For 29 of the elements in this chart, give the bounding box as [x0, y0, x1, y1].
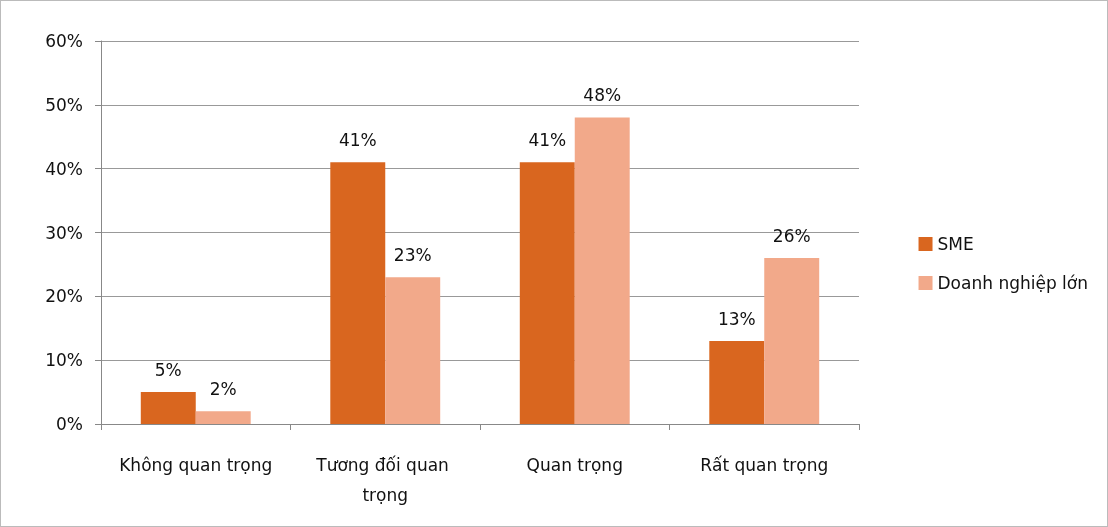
x-tick-label: Tương đối quan trọng	[315, 455, 455, 505]
y-tick-label: 40%	[45, 158, 83, 179]
bar	[574, 117, 630, 424]
bar	[709, 341, 765, 424]
legend-label: Doanh nghiệp lớn	[937, 273, 1089, 293]
bar	[140, 392, 196, 424]
y-tick-label: 60%	[45, 31, 83, 51]
data-label: 13%	[717, 308, 756, 329]
y-tick-label: 10%	[45, 350, 83, 371]
data-label: 2%	[209, 378, 237, 399]
bar	[519, 162, 575, 424]
data-label: 48%	[583, 85, 622, 106]
y-tick-label: 0%	[56, 414, 83, 434]
data-label: 26%	[772, 225, 811, 246]
data-label: 41%	[528, 129, 567, 150]
y-tick-label: 20%	[45, 286, 83, 307]
x-tick-label: Quan trọng	[526, 455, 623, 475]
bar	[195, 411, 251, 424]
bar	[385, 277, 441, 424]
x-tick-label: Không quan trọng	[119, 455, 273, 475]
x-tick-label: Rất quan trọng	[700, 455, 829, 475]
y-tick-label: 30%	[45, 222, 83, 243]
y-tick-label: 50%	[45, 94, 83, 115]
data-label: 41%	[338, 129, 377, 150]
legend-label: SME	[937, 234, 974, 254]
data-label: 23%	[393, 244, 432, 265]
data-label: 5%	[154, 359, 182, 380]
bar	[330, 162, 386, 424]
bar	[764, 258, 820, 424]
